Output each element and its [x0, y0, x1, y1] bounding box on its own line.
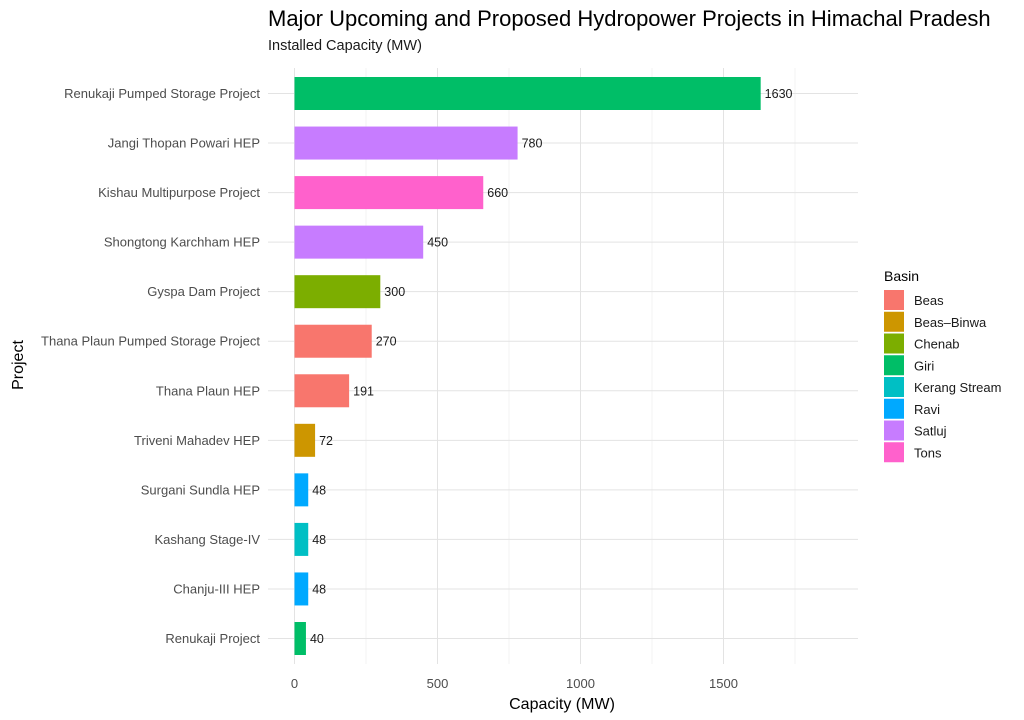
y-tick-label: Shongtong Karchham HEP [104, 235, 260, 250]
legend-swatch [884, 442, 904, 463]
data-label: 1630 [765, 87, 793, 101]
bar [294, 275, 381, 309]
bar [294, 473, 309, 507]
legend-label: Tons [914, 445, 942, 460]
bar [294, 572, 309, 606]
y-tick-label: Renukaji Project [165, 631, 260, 646]
bar [294, 225, 424, 259]
data-label: 450 [427, 236, 448, 250]
data-labels: 1630 780 660 450 300 270 191 72 48 48 48 40 [310, 87, 793, 646]
legend-label: Satluj [914, 424, 947, 439]
legend-items: Beas Beas–Binwa Chenab Giri Kerang Stream Rav… [884, 290, 1001, 463]
y-tick-label: Chanju-III HEP [173, 581, 260, 596]
x-tick-label: 500 [427, 676, 449, 691]
bars [294, 77, 761, 655]
bar [294, 522, 309, 556]
chart-title: Major Upcoming and Proposed Hydropower P… [268, 6, 991, 31]
bar [294, 374, 350, 408]
legend-label: Beas–Binwa [914, 315, 987, 330]
x-tick-label: 1000 [566, 676, 595, 691]
data-label: 72 [319, 434, 333, 448]
y-tick-label: Triveni Mahadev HEP [134, 433, 260, 448]
data-label: 300 [384, 285, 405, 299]
legend-swatch [884, 377, 904, 397]
legend-swatch [884, 290, 904, 310]
y-tick-label: Kishau Multipurpose Project [98, 185, 260, 200]
y-tick-label: Kashang Stage-IV [154, 532, 260, 547]
y-tick-label: Surgani Sundla HEP [141, 482, 260, 497]
data-label: 40 [310, 632, 324, 646]
data-label: 48 [312, 533, 326, 547]
y-tick-label: Jangi Thopan Powari HEP [108, 136, 260, 151]
x-axis-title: Capacity (MW) [509, 696, 615, 713]
x-axis-tick-labels: 0 500 1000 1500 [291, 676, 738, 691]
data-label: 270 [376, 335, 397, 349]
legend: Basin Beas Beas–Binwa Chenab Giri Kerang Str… [884, 268, 1001, 463]
legend-swatch [884, 420, 904, 441]
data-label: 660 [487, 186, 508, 200]
bar [294, 423, 316, 457]
y-axis-tick-labels: Renukaji Pumped Storage Project Jangi Tho… [41, 86, 260, 646]
legend-label: Beas [914, 293, 944, 308]
legend-label: Giri [914, 358, 934, 373]
bar [294, 126, 518, 160]
bar [294, 324, 372, 358]
y-tick-label: Renukaji Pumped Storage Project [64, 86, 260, 101]
legend-label: Chenab [914, 337, 960, 352]
data-label: 48 [312, 582, 326, 596]
y-tick-label: Gyspa Dam Project [147, 284, 260, 299]
data-label: 48 [312, 483, 326, 497]
legend-swatch [884, 333, 904, 354]
data-label: 191 [353, 384, 374, 398]
y-tick-label: Thana Plaun Pumped Storage Project [41, 334, 260, 349]
y-tick-label: Thana Plaun HEP [156, 383, 260, 398]
legend-swatch [884, 398, 904, 419]
x-tick-label: 0 [291, 676, 298, 691]
legend-label: Kerang Stream [914, 380, 1001, 395]
bar [294, 622, 306, 655]
legend-swatch [884, 311, 904, 332]
data-label: 780 [522, 137, 543, 151]
bar [294, 176, 484, 210]
legend-title: Basin [884, 268, 919, 284]
x-tick-label: 1500 [709, 676, 738, 691]
legend-swatch [884, 355, 904, 376]
legend-label: Ravi [914, 402, 940, 417]
y-axis-title: Project [10, 340, 27, 390]
chart-subtitle: Installed Capacity (MW) [268, 38, 422, 54]
bar [294, 77, 761, 110]
